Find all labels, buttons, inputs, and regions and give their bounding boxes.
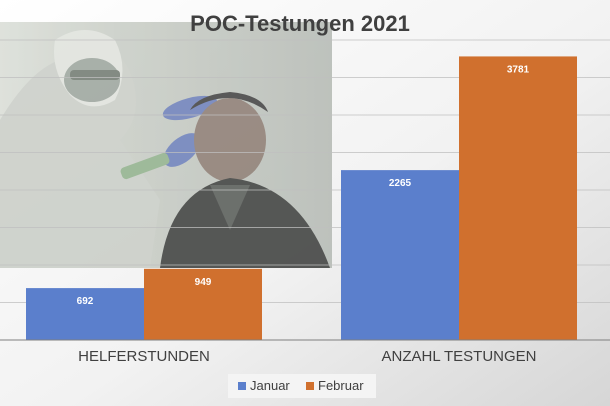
bar-januar-0: [26, 288, 144, 340]
legend-swatch-januar: [238, 382, 246, 390]
category-label-anzahl-testungen: ANZAHL TESTUNGEN: [381, 348, 536, 365]
legend-label-februar: Februar: [318, 378, 364, 393]
legend-box: [228, 374, 376, 398]
legend-label-januar: Januar: [250, 378, 290, 393]
background-photo: [0, 22, 332, 268]
bars: [26, 56, 577, 341]
data-label-januar-1: 2265: [389, 178, 412, 189]
data-label-januar-0: 692: [77, 296, 94, 307]
data-label-februar-0: 949: [195, 277, 212, 288]
data-labels: 692 949 2265 3781: [77, 64, 530, 307]
legend: Januar Februar: [228, 374, 376, 398]
category-label-helferstunden: HELFERSTUNDEN: [78, 348, 210, 365]
bar-januar-1: [341, 170, 459, 340]
legend-swatch-februar: [306, 382, 314, 390]
data-label-februar-1: 3781: [507, 64, 530, 75]
bar-februar-1: [459, 56, 577, 341]
chart-title: POC-Testungen 2021: [190, 11, 410, 36]
bar-februar-0: [144, 268, 262, 340]
